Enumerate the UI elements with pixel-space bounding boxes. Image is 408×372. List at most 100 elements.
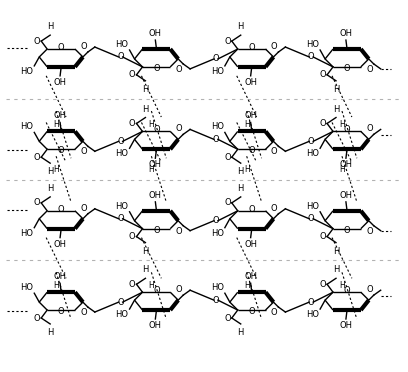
Text: OH: OH [244,78,257,87]
Text: H: H [149,281,154,290]
Text: O: O [175,285,182,294]
Text: O: O [80,308,87,317]
Text: O: O [344,125,350,134]
Text: O: O [118,214,124,223]
Text: H: H [149,120,154,129]
Text: O: O [366,227,373,236]
Text: H: H [339,165,345,174]
Text: OH: OH [149,160,162,169]
Text: O: O [153,286,160,295]
Text: H: H [47,328,53,337]
Text: HO: HO [20,283,33,292]
Text: O: O [366,285,373,294]
Text: O: O [213,216,219,225]
Text: O: O [319,119,326,128]
Text: O: O [153,64,160,73]
Text: OH: OH [53,240,67,248]
Text: O: O [308,214,315,223]
Text: H: H [237,184,244,193]
Text: HO: HO [211,229,224,238]
Text: O: O [319,232,326,241]
Text: OH: OH [244,272,257,281]
Text: HO: HO [20,122,33,131]
Text: O: O [80,204,87,213]
Text: OH: OH [149,321,162,330]
Text: H: H [47,22,53,31]
Text: H: H [142,265,149,274]
Text: O: O [213,54,219,64]
Text: HO: HO [115,202,129,211]
Text: O: O [224,36,231,46]
Text: O: O [248,307,255,316]
Text: HO: HO [20,67,33,76]
Text: OH: OH [149,29,162,38]
Text: OH: OH [53,112,67,121]
Text: O: O [33,198,40,207]
Text: O: O [118,52,124,61]
Text: H: H [339,120,345,129]
Text: O: O [213,296,219,305]
Text: OH: OH [53,272,67,281]
Text: O: O [271,42,277,51]
Text: O: O [33,36,40,46]
Text: O: O [224,153,231,162]
Text: O: O [224,198,231,207]
Text: H: H [47,167,53,176]
Text: O: O [58,205,64,214]
Text: O: O [80,147,87,156]
Text: O: O [366,124,373,134]
Text: OH: OH [339,321,353,330]
Text: O: O [33,153,40,162]
Text: O: O [175,227,182,236]
Text: O: O [319,280,326,289]
Text: HO: HO [211,283,224,292]
Text: OH: OH [244,240,257,248]
Text: O: O [58,43,64,52]
Text: O: O [175,124,182,134]
Text: OH: OH [149,191,162,200]
Text: OH: OH [53,78,67,87]
Text: O: O [308,52,315,61]
Text: HO: HO [115,149,129,158]
Text: OH: OH [339,191,353,200]
Text: H: H [47,184,53,193]
Text: H: H [333,247,339,256]
Text: O: O [58,307,64,316]
Text: O: O [33,314,40,323]
Text: O: O [271,204,277,213]
Text: OH: OH [339,160,353,169]
Text: O: O [319,70,326,79]
Text: H: H [142,247,149,256]
Text: O: O [271,308,277,317]
Text: HO: HO [20,229,33,238]
Text: O: O [213,135,219,144]
Text: HO: HO [211,122,224,131]
Text: O: O [118,137,124,146]
Text: O: O [129,280,135,289]
Text: O: O [153,226,160,235]
Text: H: H [142,105,149,113]
Text: H: H [333,85,339,94]
Text: H: H [244,165,250,174]
Text: HO: HO [306,310,319,319]
Text: O: O [248,205,255,214]
Text: H: H [237,22,244,31]
Text: O: O [153,125,160,134]
Text: O: O [344,286,350,295]
Text: H: H [237,167,244,176]
Text: HO: HO [115,40,129,49]
Text: OH: OH [244,112,257,121]
Text: O: O [129,70,135,79]
Text: O: O [118,298,124,307]
Text: O: O [308,137,315,146]
Text: H: H [142,85,149,94]
Text: OH: OH [339,29,353,38]
Text: O: O [129,232,135,241]
Text: H: H [244,120,250,129]
Text: O: O [248,43,255,52]
Text: O: O [224,314,231,323]
Text: O: O [248,146,255,155]
Text: O: O [175,65,182,74]
Text: O: O [80,42,87,51]
Text: H: H [244,281,250,290]
